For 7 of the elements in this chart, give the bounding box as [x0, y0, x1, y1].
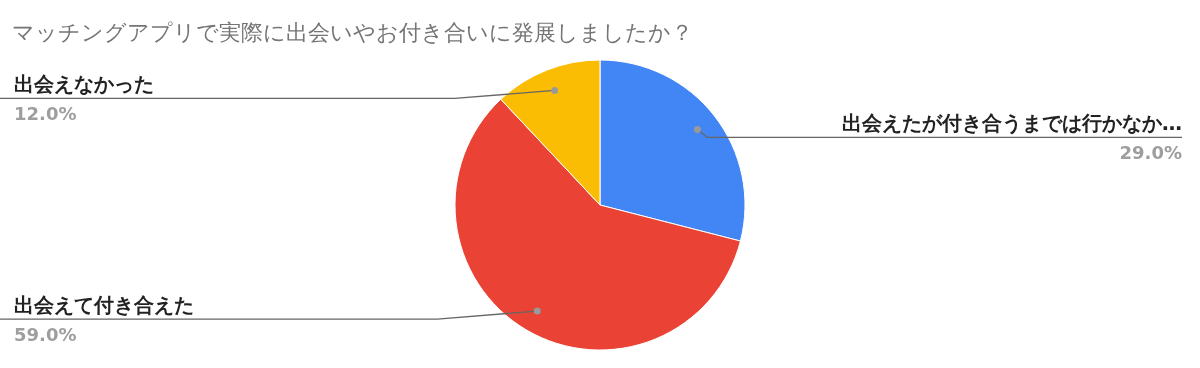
data-label: 29.0%: [1119, 142, 1182, 164]
data-label: 59.0%: [14, 324, 77, 346]
slice-label: 出会えたが付き合うまでは行かなか…: [842, 111, 1182, 136]
data-label: 12.0%: [14, 103, 77, 125]
slice-label: 出会えなかった: [14, 72, 154, 97]
chart-title: マッチングアプリで実際に出会いやお付き合いに発展しましたか？: [12, 20, 693, 45]
slice-label: 出会えて付き合えた: [14, 293, 194, 318]
